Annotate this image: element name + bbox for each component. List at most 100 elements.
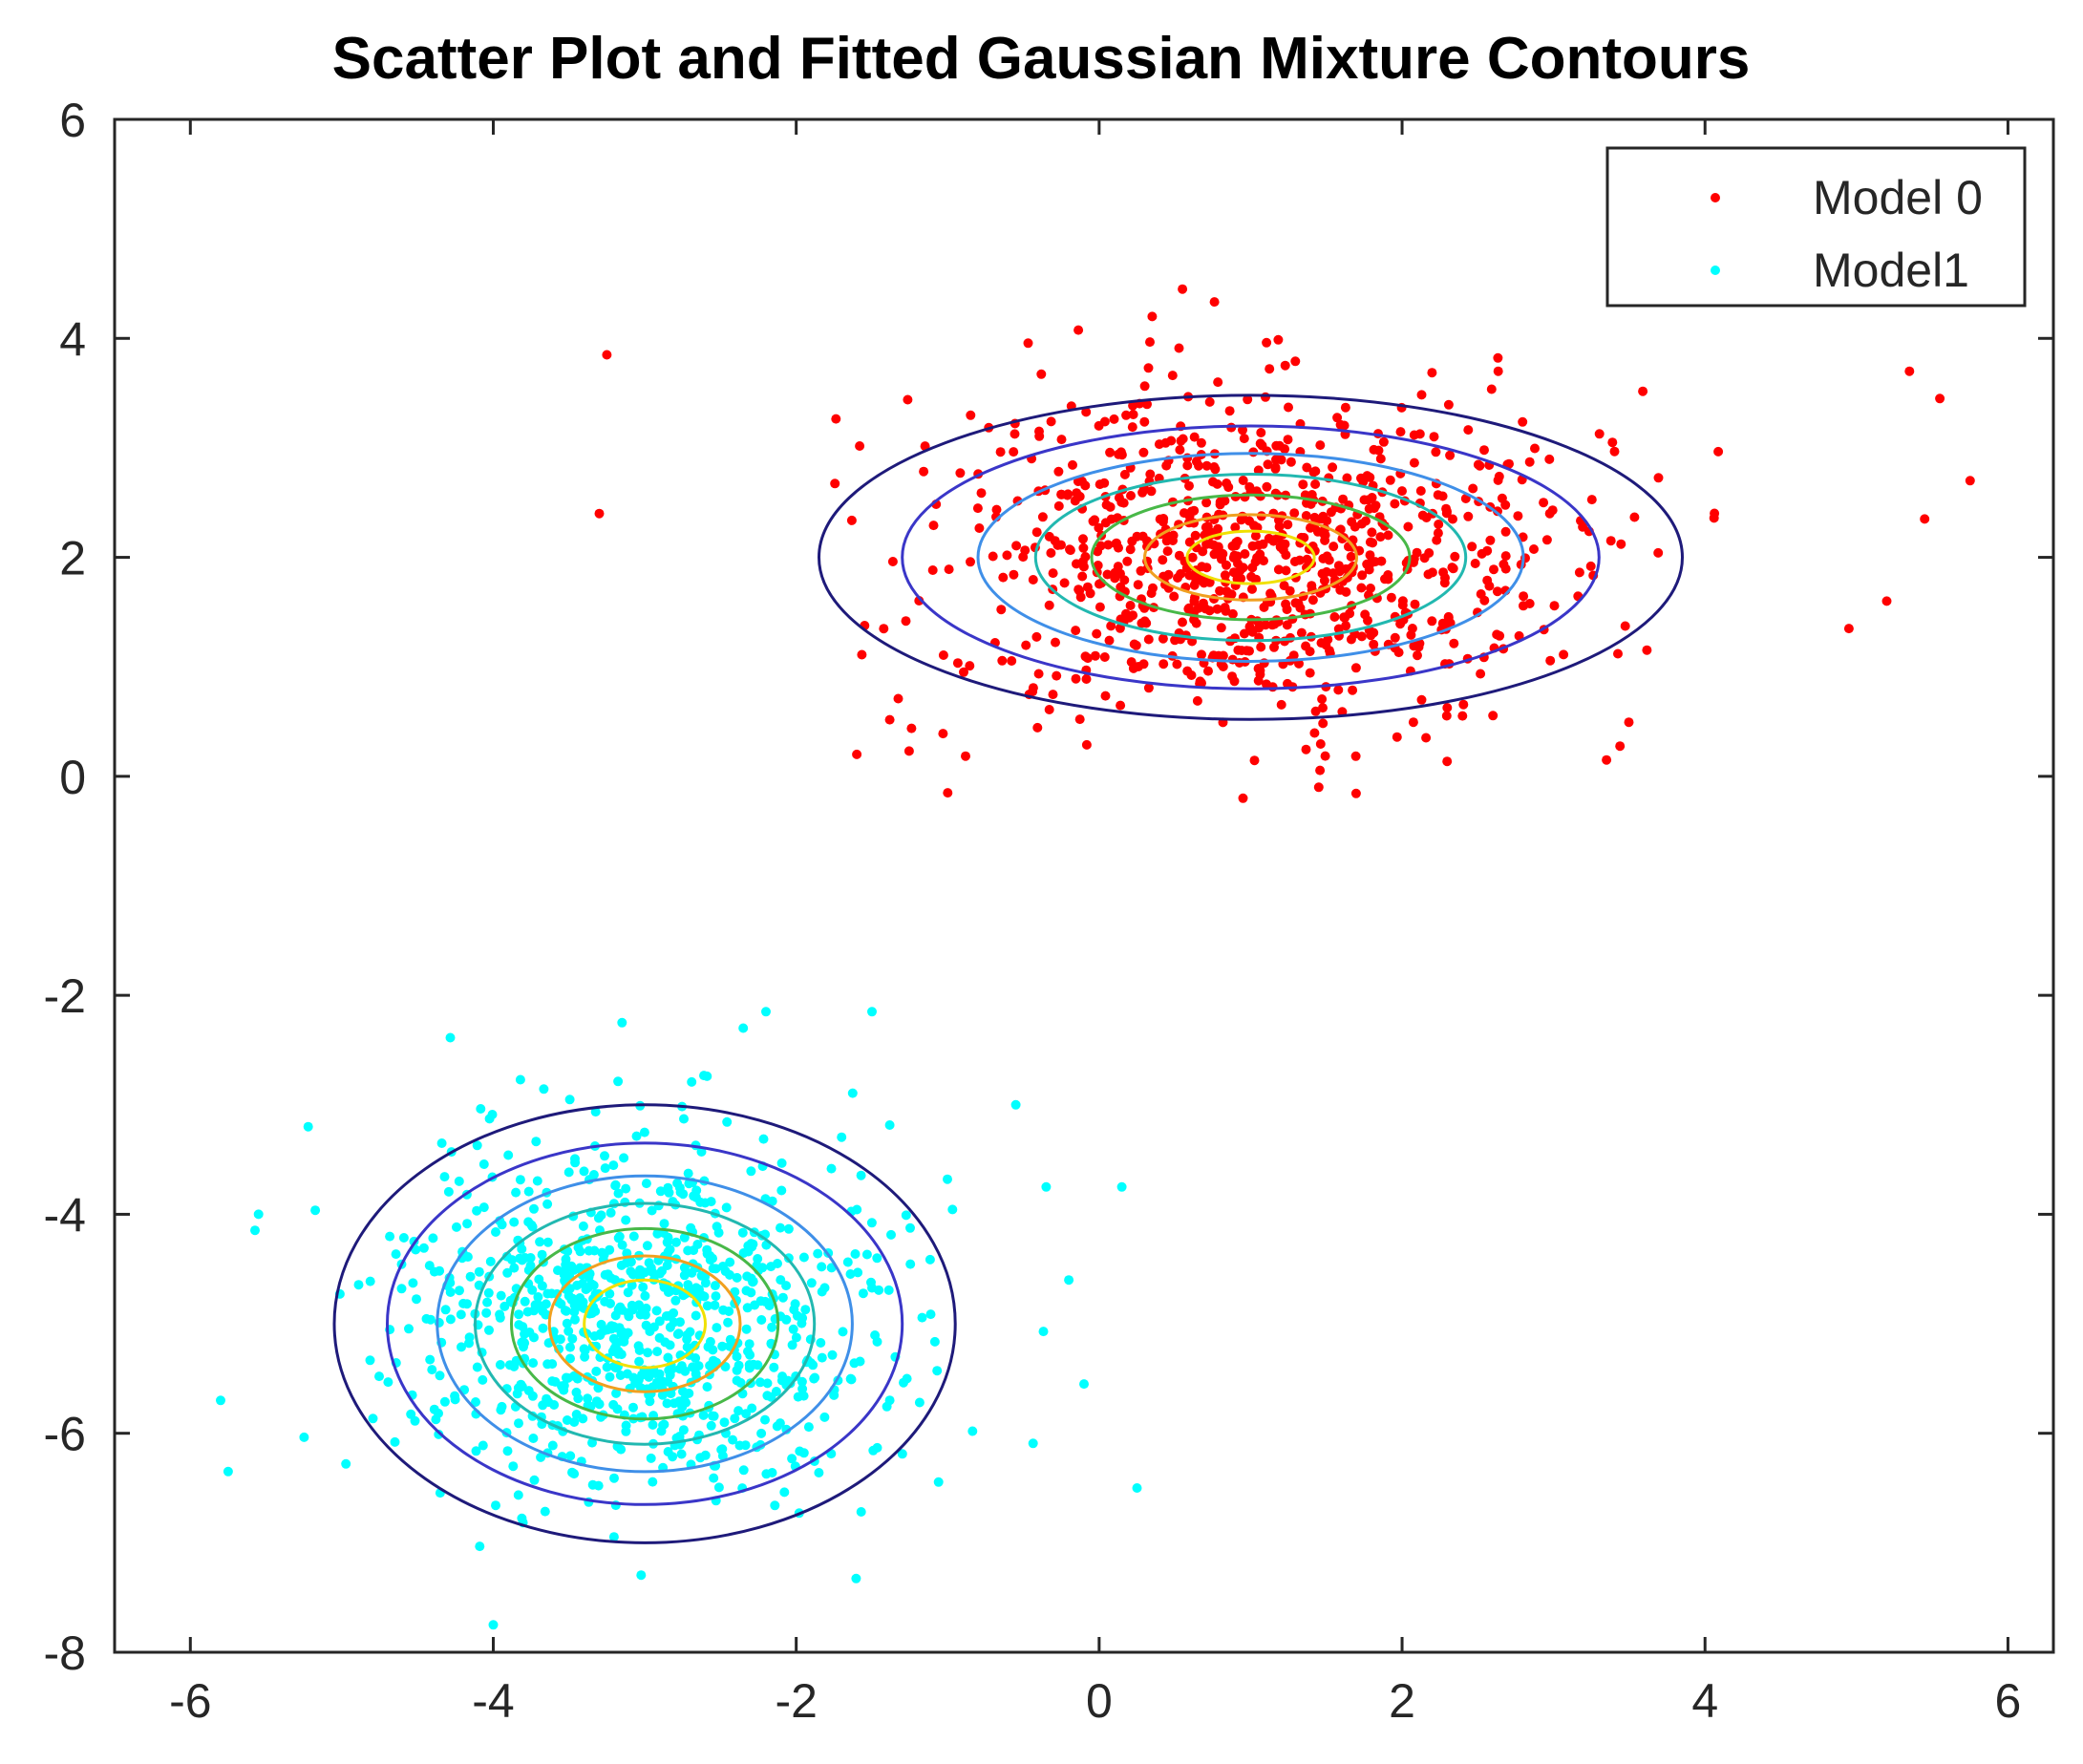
data-point	[1442, 506, 1452, 517]
data-point	[728, 1435, 738, 1445]
data-point	[1116, 582, 1126, 592]
data-point	[1904, 366, 1915, 376]
data-point	[565, 1451, 576, 1461]
data-point	[684, 1388, 694, 1398]
data-point	[1920, 514, 1930, 524]
data-point	[886, 1229, 896, 1240]
data-point	[1340, 402, 1350, 413]
data-point	[1209, 297, 1220, 308]
data-point	[1342, 473, 1352, 483]
data-point	[638, 1282, 648, 1292]
data-point	[445, 1032, 456, 1043]
legend-marker	[1711, 266, 1720, 275]
data-point	[938, 729, 948, 739]
data-point	[681, 1397, 691, 1408]
data-point	[713, 1482, 724, 1493]
data-point	[1216, 623, 1226, 633]
data-point	[803, 1422, 814, 1433]
data-point	[465, 1271, 476, 1282]
data-point	[1409, 457, 1419, 468]
data-point	[1288, 650, 1299, 661]
data-point	[996, 605, 1007, 615]
data-point	[515, 1074, 525, 1085]
data-point	[514, 1309, 524, 1320]
data-point	[602, 1362, 612, 1372]
contour-lines	[332, 393, 1684, 1544]
data-point	[1073, 325, 1084, 335]
data-point	[819, 1283, 830, 1293]
data-point	[965, 661, 975, 671]
data-point	[1133, 580, 1143, 590]
data-point	[744, 1360, 755, 1370]
data-point	[1236, 515, 1246, 525]
data-point	[1213, 377, 1223, 388]
data-point	[1332, 413, 1343, 423]
data-point	[679, 1114, 689, 1124]
data-point	[439, 1172, 450, 1182]
data-point	[1020, 545, 1031, 556]
data-point	[1500, 526, 1511, 537]
data-point	[776, 1158, 787, 1168]
data-point	[634, 1356, 645, 1367]
data-point	[1099, 416, 1110, 427]
data-point	[647, 1205, 657, 1216]
data-point	[1320, 751, 1330, 761]
data-point	[1103, 540, 1114, 550]
data-point	[1178, 284, 1188, 294]
data-point	[767, 1196, 777, 1206]
data-point	[1320, 530, 1330, 541]
data-point	[1028, 1438, 1038, 1449]
data-point	[1077, 571, 1088, 582]
x-tick-label: 6	[1995, 1674, 2022, 1728]
legend: Model 0 Model1	[1605, 146, 2027, 308]
data-point	[491, 1500, 500, 1511]
data-point	[1121, 608, 1131, 619]
data-point	[1346, 551, 1356, 562]
data-point	[462, 1219, 473, 1229]
data-point	[1184, 511, 1195, 521]
data-point	[1174, 550, 1184, 561]
data-point	[1184, 570, 1195, 581]
data-point	[454, 1176, 464, 1186]
data-point	[1615, 741, 1626, 752]
data-point	[1350, 788, 1361, 798]
data-point	[502, 1446, 513, 1456]
data-point	[1339, 612, 1350, 623]
data-point	[1104, 635, 1115, 646]
data-point	[1037, 512, 1048, 522]
data-point	[617, 1336, 627, 1347]
data-point	[1348, 685, 1358, 695]
data-point	[628, 1372, 639, 1383]
data-point	[776, 1185, 787, 1196]
data-point	[648, 1477, 658, 1487]
data-point	[1298, 479, 1308, 490]
data-point	[1053, 500, 1064, 511]
data-point	[1168, 530, 1179, 541]
data-point	[1002, 550, 1012, 561]
data-point	[679, 1270, 690, 1281]
data-point	[1265, 364, 1275, 374]
data-point	[1328, 462, 1338, 473]
data-point	[855, 441, 865, 451]
data-point	[1147, 311, 1158, 322]
data-point	[760, 1414, 770, 1425]
data-point	[1059, 578, 1070, 588]
data-point	[559, 1385, 569, 1395]
data-point	[1126, 657, 1137, 668]
data-point	[514, 1320, 524, 1330]
data-point	[520, 1253, 530, 1263]
data-point	[1273, 334, 1284, 345]
data-point	[1262, 481, 1272, 492]
data-point	[1613, 648, 1623, 659]
data-point	[421, 1313, 432, 1324]
data-point	[991, 504, 1002, 515]
data-point	[594, 1399, 605, 1410]
data-point	[615, 1371, 626, 1380]
data-point	[1385, 475, 1395, 485]
data-point	[458, 1298, 469, 1308]
data-point	[398, 1233, 409, 1243]
data-point	[1142, 399, 1152, 410]
data-point	[665, 1244, 675, 1255]
data-point	[696, 1147, 707, 1157]
data-point	[1176, 568, 1186, 579]
